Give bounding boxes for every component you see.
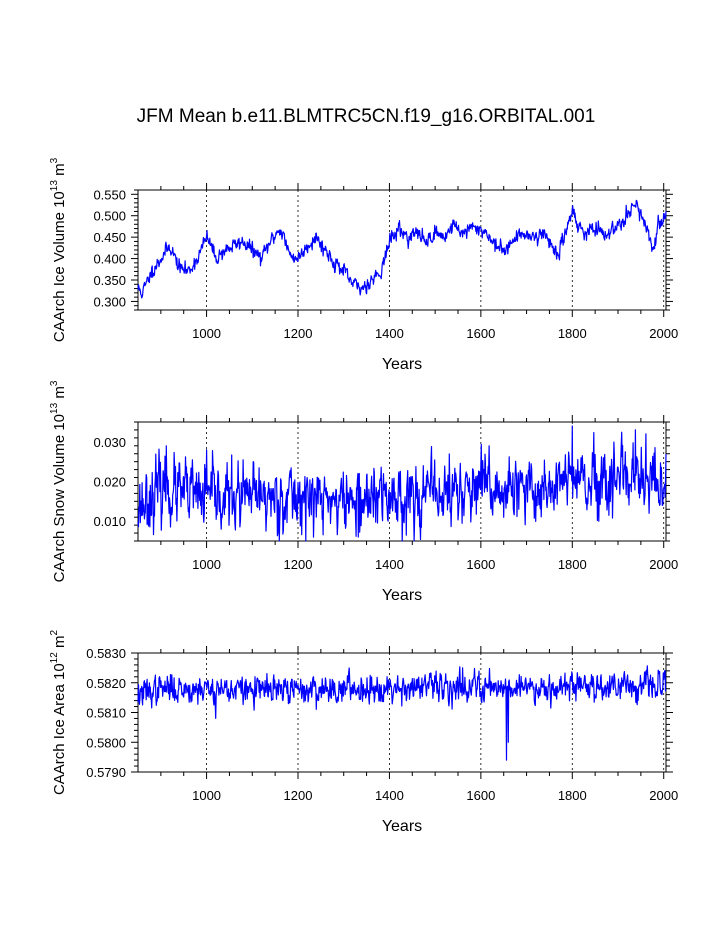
y-axis-label-unit-exponent: 3 <box>49 380 60 386</box>
x-tick-label: 2000 <box>649 788 678 803</box>
y-axis-label-unit: m <box>51 163 68 180</box>
x-tick-label: 1200 <box>284 557 313 572</box>
x-tick-label: 1000 <box>192 557 221 572</box>
y-axis-label: CAArch Snow Volume 1013 m3 <box>49 380 68 582</box>
x-tick-label: 1000 <box>192 326 221 341</box>
x-tick-label: 1800 <box>558 788 587 803</box>
chart-panel-1: 1000 1200 1400 1600 1800 2000 0.300 0.350 0.400 0… <box>49 157 678 373</box>
x-tick-label: 1400 <box>375 557 404 572</box>
chart-title: JFM Mean b.e11.BLMTRC5CN.f19_g16.ORBITAL… <box>137 106 596 127</box>
y-axis-label-exponent: 13 <box>49 402 60 414</box>
x-tick-label: 1200 <box>284 788 313 803</box>
y-tick-label: 0.5830 <box>86 646 126 661</box>
series-line <box>137 199 667 299</box>
plot-frame <box>137 652 667 773</box>
x-tick-label: 1800 <box>558 557 587 572</box>
y-tick-label: 0.5810 <box>86 706 126 721</box>
y-tick-label: 0.500 <box>93 209 126 224</box>
x-axis-label: Years <box>382 356 422 373</box>
x-axis-label: Years <box>382 587 422 604</box>
y-tick-label: 0.020 <box>93 475 126 490</box>
chart-panel-3: 1000 1200 1400 1600 1800 2000 0.5790 0.5800 0.58… <box>49 630 678 835</box>
x-tick-label: 2000 <box>649 557 678 572</box>
y-tick-label: 0.350 <box>93 273 126 288</box>
x-tick-label: 1000 <box>192 788 221 803</box>
y-axis-label-text: CAArch Snow Volume 10 <box>51 414 68 582</box>
x-tick-label: 1600 <box>466 326 495 341</box>
y-axis-label: CAArch Ice Area 1012 m2 <box>49 630 68 796</box>
y-tick-label: 0.5800 <box>86 735 126 750</box>
y-axis-label-unit: m <box>51 386 68 403</box>
series-line <box>137 665 667 761</box>
x-tick-label: 1600 <box>466 557 495 572</box>
series-line <box>137 425 667 542</box>
x-tick-label: 1200 <box>284 326 313 341</box>
x-tick-label: 1400 <box>375 326 404 341</box>
y-axis-label-unit-exponent: 3 <box>49 157 60 163</box>
x-axis-label: Years <box>382 818 422 835</box>
y-tick-label: 0.550 <box>93 187 126 202</box>
x-tick-label: 1800 <box>558 326 587 341</box>
y-axis-label-text: CAArch Ice Volume 10 <box>51 191 68 342</box>
y-tick-label: 0.030 <box>93 435 126 450</box>
y-tick-label: 0.400 <box>93 252 126 267</box>
y-tick-label: 0.450 <box>93 230 126 245</box>
x-tick-label: 2000 <box>649 326 678 341</box>
y-tick-label: 0.5820 <box>86 676 126 691</box>
y-axis-label-exponent: 13 <box>49 180 60 192</box>
y-tick-label: 0.300 <box>93 294 126 309</box>
chart-panel-2: 1000 1200 1400 1600 1800 2000 0.010 0.020 0.030 Y… <box>49 380 678 604</box>
y-axis-label: CAArch Ice Volume 1013 m3 <box>49 157 68 342</box>
x-tick-label: 1600 <box>466 788 495 803</box>
y-tick-label: 0.5790 <box>86 765 126 780</box>
x-tick-label: 1400 <box>375 788 404 803</box>
y-axis-label-exponent: 12 <box>49 652 60 664</box>
panels: 1000 1200 1400 1600 1800 2000 0.300 0.350 0.400 0… <box>49 157 678 835</box>
y-axis-label-text: CAArch Ice Area 10 <box>51 663 68 795</box>
y-axis-label-unit: m <box>51 636 68 653</box>
plot-frame <box>137 189 667 311</box>
y-axis-label-unit-exponent: 2 <box>49 630 60 636</box>
y-tick-label: 0.010 <box>93 514 126 529</box>
